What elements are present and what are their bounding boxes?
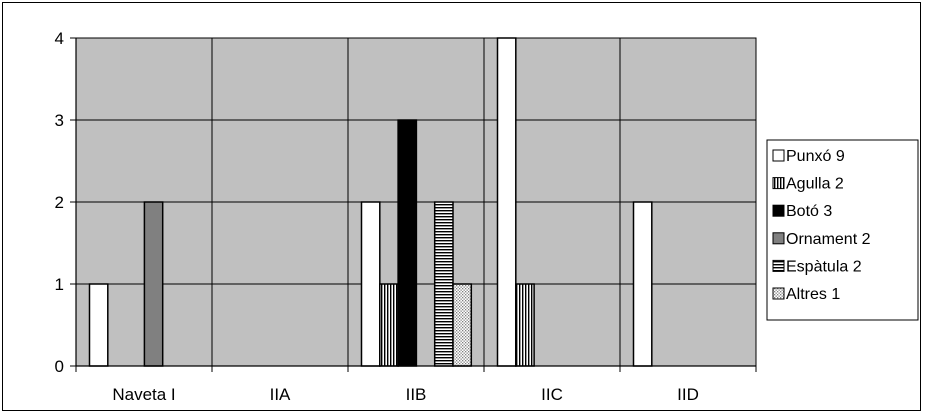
legend-swatch xyxy=(772,204,785,217)
bar xyxy=(632,201,653,367)
bar xyxy=(433,201,454,367)
tick-labels: 0 1 2 3 4 Naveta I IIA IIB IIC IID xyxy=(55,29,699,404)
legend-swatch xyxy=(772,149,785,162)
legend-label: Agulla 2 xyxy=(786,176,844,193)
x-category-label: IIB xyxy=(406,385,427,404)
bar xyxy=(379,283,399,367)
y-tick-label: 4 xyxy=(55,29,64,48)
x-category-label: IIA xyxy=(270,385,291,404)
legend-label: Espàtula 2 xyxy=(786,258,862,275)
bars xyxy=(88,37,653,367)
axes xyxy=(70,37,757,372)
legend-label: Botó 3 xyxy=(786,203,832,220)
legend-label: Punxó 9 xyxy=(786,148,845,165)
x-category-label: Naveta I xyxy=(112,385,175,404)
bar xyxy=(397,119,418,367)
bar xyxy=(452,283,473,367)
y-tick-label: 2 xyxy=(55,193,64,212)
bar xyxy=(496,37,517,367)
legend-label: Ornament 2 xyxy=(786,231,871,248)
y-tick-label: 1 xyxy=(55,275,64,294)
legend-swatch xyxy=(772,259,785,272)
legend-swatch xyxy=(772,287,785,300)
bar xyxy=(360,201,381,367)
y-tick-label: 3 xyxy=(55,111,64,130)
bar xyxy=(515,283,535,367)
legend-label: Altres 1 xyxy=(786,286,840,303)
x-category-label: IIC xyxy=(541,385,563,404)
legend-swatch xyxy=(772,232,785,245)
x-category-label: IID xyxy=(677,385,699,404)
y-tick-label: 0 xyxy=(55,357,64,376)
legend-swatch xyxy=(772,177,785,190)
legend xyxy=(766,139,919,321)
bar xyxy=(88,283,109,367)
legend-entries: Punxó 9 Agulla 2 Botó 3 Ornament 2 Espàtula … xyxy=(772,148,871,303)
bar xyxy=(143,201,164,367)
